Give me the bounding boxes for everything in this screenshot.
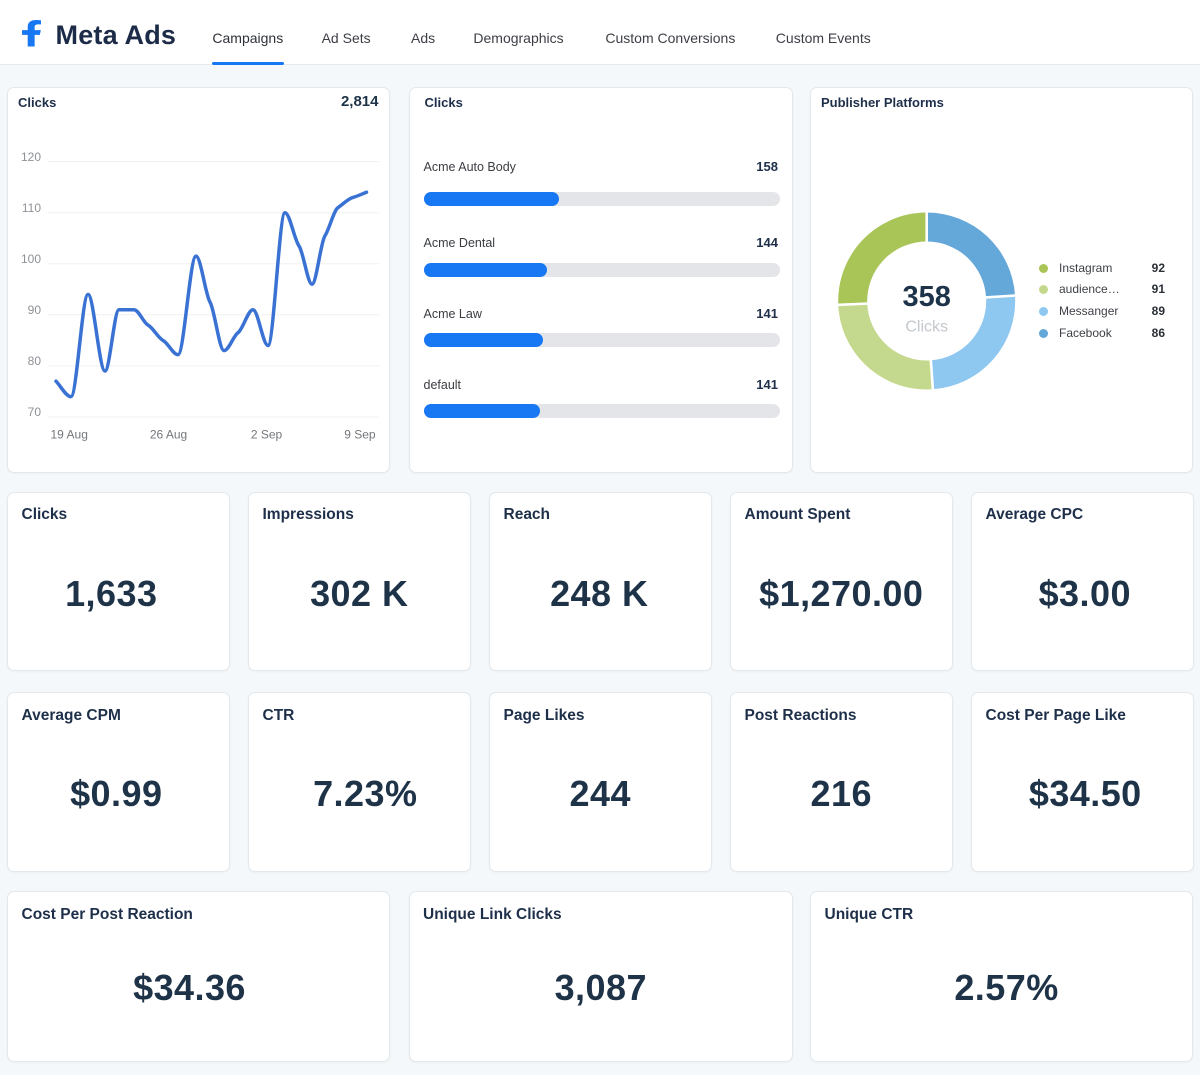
- svg-text:19 Aug: 19 Aug: [51, 427, 88, 441]
- svg-text:Clicks: Clicks: [905, 318, 948, 335]
- svg-text:120: 120: [21, 149, 41, 163]
- svg-text:110: 110: [22, 200, 41, 214]
- svg-text:26 Aug: 26 Aug: [150, 427, 187, 441]
- svg-text:80: 80: [28, 354, 42, 368]
- svg-text:9 Sep: 9 Sep: [344, 427, 376, 441]
- svg-text:90: 90: [28, 303, 42, 317]
- svg-text:70: 70: [28, 405, 42, 419]
- svg-text:100: 100: [21, 252, 41, 266]
- svg-text:2 Sep: 2 Sep: [251, 427, 283, 441]
- svg-text:358: 358: [903, 280, 951, 312]
